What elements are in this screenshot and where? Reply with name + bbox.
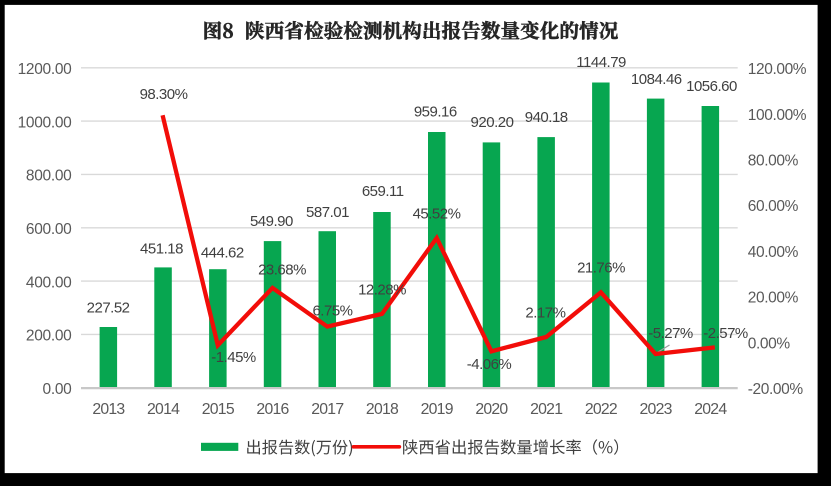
svg-text:-20.00%: -20.00% — [748, 381, 804, 398]
svg-text:120.00%: 120.00% — [748, 61, 807, 78]
svg-text:451.18: 451.18 — [140, 240, 183, 257]
svg-text:959.16: 959.16 — [414, 104, 457, 121]
svg-text:-1.45%: -1.45% — [211, 349, 256, 366]
svg-text:200.00: 200.00 — [26, 328, 72, 345]
svg-text:0.00%: 0.00% — [748, 335, 791, 352]
svg-text:21.76%: 21.76% — [577, 260, 625, 277]
svg-text:12.28%: 12.28% — [358, 281, 406, 298]
svg-text:2016: 2016 — [256, 401, 289, 418]
svg-text:587.01: 587.01 — [306, 204, 349, 221]
svg-text:2023: 2023 — [640, 401, 673, 418]
svg-text:2019: 2019 — [421, 401, 454, 418]
svg-text:98.30%: 98.30% — [140, 86, 188, 103]
svg-text:444.62: 444.62 — [201, 245, 244, 262]
svg-text:2024: 2024 — [694, 401, 727, 418]
svg-text:659.11: 659.11 — [362, 183, 404, 200]
svg-text:1000.00: 1000.00 — [18, 114, 73, 131]
svg-text:1056.60: 1056.60 — [686, 78, 737, 95]
svg-text:2014: 2014 — [147, 401, 180, 418]
svg-text:800.00: 800.00 — [26, 168, 72, 185]
svg-text:2020: 2020 — [475, 401, 508, 418]
svg-text:2021: 2021 — [530, 401, 563, 418]
svg-text:23.68%: 23.68% — [258, 262, 306, 279]
svg-text:1200.00: 1200.00 — [18, 61, 73, 78]
svg-text:60.00%: 60.00% — [748, 198, 799, 215]
svg-text:227.52: 227.52 — [87, 299, 130, 316]
svg-text:20.00%: 20.00% — [748, 290, 799, 307]
svg-text:2.17%: 2.17% — [525, 305, 565, 322]
svg-text:45.52%: 45.52% — [413, 205, 461, 222]
svg-text:1144.79: 1144.79 — [576, 54, 626, 71]
svg-text:0.00: 0.00 — [43, 381, 73, 398]
svg-text:-5.27%: -5.27% — [648, 325, 693, 342]
svg-text:920.20: 920.20 — [471, 114, 514, 131]
svg-text:100.00%: 100.00% — [748, 107, 807, 124]
svg-text:-2.57%: -2.57% — [703, 325, 748, 342]
svg-text:6.75%: 6.75% — [312, 302, 352, 319]
svg-text:2017: 2017 — [311, 401, 343, 418]
svg-text:549.90: 549.90 — [250, 213, 293, 230]
svg-text:2015: 2015 — [202, 401, 235, 418]
svg-text:2022: 2022 — [585, 401, 617, 418]
svg-text:940.18: 940.18 — [525, 109, 568, 126]
svg-text:80.00%: 80.00% — [748, 153, 799, 170]
svg-text:1084.46: 1084.46 — [631, 71, 682, 88]
svg-text:2013: 2013 — [92, 401, 125, 418]
svg-text:600.00: 600.00 — [26, 221, 72, 238]
svg-text:2018: 2018 — [366, 401, 399, 418]
svg-text:40.00%: 40.00% — [748, 244, 799, 261]
svg-text:400.00: 400.00 — [26, 274, 72, 291]
svg-text:-4.06%: -4.06% — [467, 356, 512, 373]
